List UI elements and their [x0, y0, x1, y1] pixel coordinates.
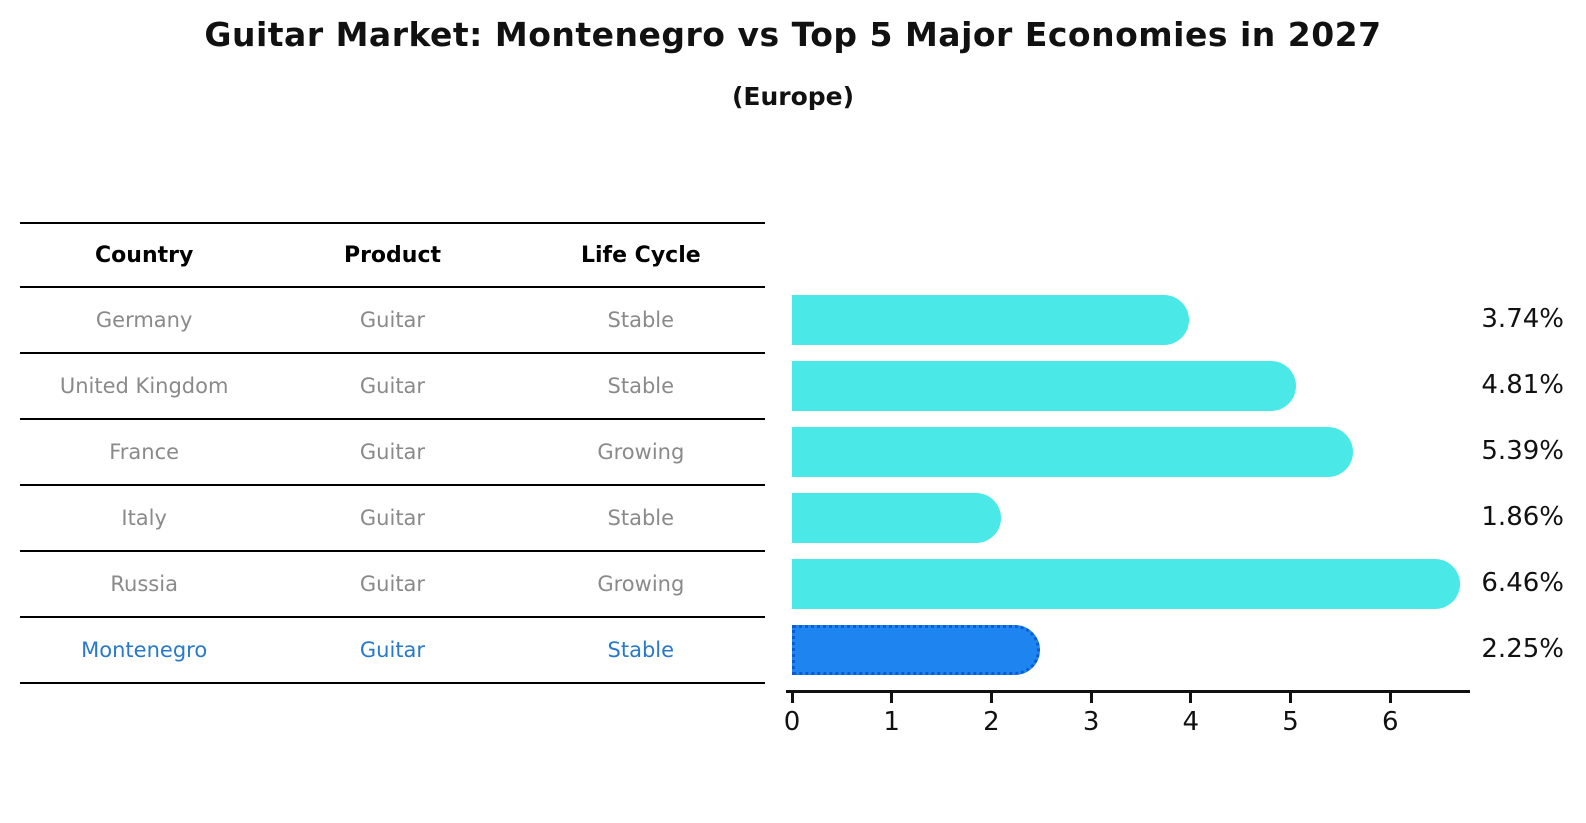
value-label: 4.81%	[1481, 370, 1564, 400]
lifecycle-cell: Growing	[597, 440, 685, 464]
table-row: Russia Guitar Growing	[20, 552, 765, 618]
table-row: France Guitar Growing	[20, 420, 765, 486]
table-rows: Germany Guitar Stable United Kingdom Guitar S…	[20, 288, 765, 684]
table-row: Italy Guitar Stable	[20, 486, 765, 552]
table-header-row: Country Product Life Cycle	[20, 224, 765, 288]
product-cell: Guitar	[359, 638, 426, 662]
bar-row	[792, 484, 1470, 550]
table-row: Montenegro Guitar Stable	[20, 618, 765, 684]
country-cell: United Kingdom	[59, 374, 229, 398]
chart-title: Guitar Market: Montenegro vs Top 5 Major…	[204, 15, 1382, 54]
x-axis-line	[786, 690, 1470, 693]
table-header-lifecycle: Life Cycle	[580, 242, 701, 268]
x-tick-label: 1	[883, 707, 900, 737]
bar	[792, 427, 1353, 477]
x-tick-label: 6	[1381, 707, 1399, 737]
x-tick-label: 4	[1182, 707, 1200, 737]
value-label: 5.39%	[1481, 436, 1564, 466]
country-cell: France	[109, 440, 180, 464]
x-tick	[989, 693, 993, 703]
product-cell: Guitar	[359, 374, 426, 398]
country-cell: Montenegro	[81, 638, 208, 662]
country-cell: Russia	[110, 572, 178, 596]
product-cell: Guitar	[359, 308, 426, 332]
lifecycle-cell: Stable	[607, 638, 675, 662]
x-tick-label: 2	[983, 707, 1000, 737]
bar	[792, 361, 1296, 411]
value-label: 2.25%	[1481, 634, 1564, 664]
bar	[792, 493, 1001, 543]
x-tick	[1289, 693, 1293, 703]
x-tick	[1089, 693, 1093, 703]
lifecycle-cell: Growing	[597, 572, 685, 596]
x-tick	[1388, 693, 1392, 703]
country-cell: Germany	[95, 308, 193, 332]
bar-highlight	[792, 625, 1040, 675]
lifecycle-cell: Stable	[607, 374, 675, 398]
x-tick-label: 3	[1082, 707, 1100, 737]
table-header-country: Country	[95, 242, 194, 268]
bar	[792, 559, 1460, 609]
bar-row	[792, 550, 1470, 616]
x-tick-label: 5	[1282, 707, 1299, 737]
bar-row	[792, 616, 1470, 682]
x-tick-label: 0	[783, 707, 801, 737]
lifecycle-cell: Stable	[607, 506, 675, 530]
country-table: Country Product Life Cycle Germany Guitar…	[20, 222, 765, 684]
table-row: Germany Guitar Stable	[20, 288, 765, 354]
bar-plot	[792, 286, 1470, 682]
lifecycle-cell: Stable	[607, 308, 675, 332]
bar	[792, 295, 1189, 345]
table-header-product: Product	[343, 242, 442, 268]
x-tick	[1189, 693, 1193, 703]
product-cell: Guitar	[359, 572, 426, 596]
bar-row	[792, 352, 1470, 418]
product-cell: Guitar	[359, 440, 426, 464]
country-cell: Italy	[121, 506, 167, 530]
value-label: 1.86%	[1481, 502, 1564, 532]
bar-row	[792, 286, 1470, 352]
chart-subtitle: (Europe)	[731, 82, 855, 111]
bar-row	[792, 418, 1470, 484]
x-tick	[790, 693, 794, 703]
value-label: 6.46%	[1481, 568, 1564, 598]
table-row: United Kingdom Guitar Stable	[20, 354, 765, 420]
x-tick	[890, 693, 894, 703]
value-label: 3.74%	[1481, 304, 1564, 334]
product-cell: Guitar	[359, 506, 426, 530]
